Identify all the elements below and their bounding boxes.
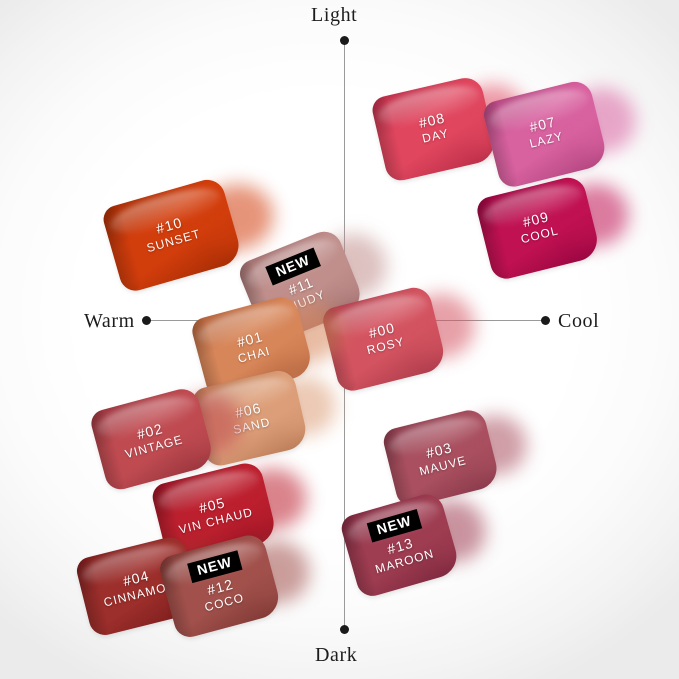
swatch-body [369, 75, 498, 184]
swatch-gloss-highlight [479, 179, 585, 232]
swatch-edge-shadow [369, 95, 407, 184]
shade-swatch[interactable]: #09 COOL [474, 173, 636, 283]
swatch-edge-shadow [474, 196, 512, 283]
axis-label-cool: Cool [558, 310, 600, 332]
swatch-gloss-highlight [343, 495, 444, 550]
swatch-body [338, 490, 461, 600]
shade-swatch[interactable]: #08 DAY [369, 74, 534, 184]
shade-swatch[interactable]: #07 LAZY [480, 78, 643, 190]
swatch-body [100, 176, 243, 295]
swatch-gloss-highlight [194, 298, 298, 352]
swatch-gloss-highlight [106, 181, 225, 242]
swatch-gloss-highlight [241, 231, 343, 296]
axis-marker-dark [340, 625, 349, 634]
shade-swatch[interactable]: NEW #13 MAROON [338, 490, 493, 600]
swatch-gloss-highlight [375, 79, 483, 132]
axis-label-warm: Warm [84, 310, 135, 332]
swatch-gloss-highlight [486, 83, 592, 137]
axis-marker-warm [142, 316, 151, 325]
swatch-body [474, 174, 601, 283]
swatch-body [480, 78, 609, 190]
axis-label-light: Light [311, 4, 358, 26]
swatch-edge-shadow [73, 556, 111, 639]
axis-marker-cool [541, 316, 550, 325]
axis-label-dark: Dark [315, 644, 358, 666]
swatch-gloss-highlight [385, 411, 486, 462]
swatch-gloss-highlight [93, 390, 199, 444]
swatch-edge-shadow [100, 204, 144, 295]
shade-swatch[interactable]: #03 MAUVE [380, 406, 534, 510]
axis-marker-light [340, 36, 349, 45]
swatch-body [380, 407, 501, 510]
swatch-edge-shadow [88, 409, 127, 493]
shade-swatch[interactable]: #10 SUNSET [100, 175, 282, 295]
swatch-edge-shadow [320, 306, 359, 395]
